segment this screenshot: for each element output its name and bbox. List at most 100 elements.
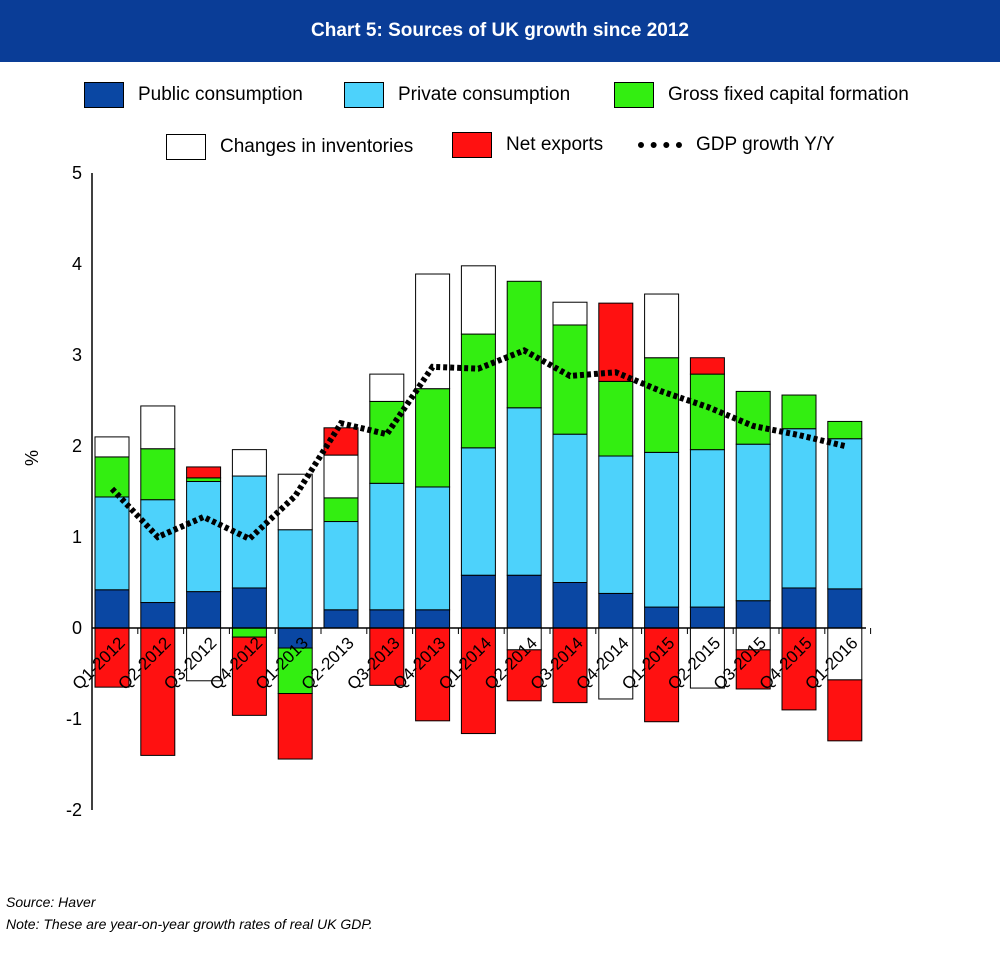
y-tick-label: 3 bbox=[72, 345, 82, 365]
bar-segment-changes-in-inventories-q1-2012 bbox=[94, 436, 130, 458]
source-note: Source: Haver bbox=[6, 894, 96, 910]
bar-segment-net-exports-q4-2015 bbox=[781, 627, 817, 711]
y-tick-label: 2 bbox=[72, 436, 82, 456]
bar-segment-gross-fixed-capital-formation-q3-2015 bbox=[735, 390, 771, 445]
bar-segment-private-consumption-q4-2012 bbox=[231, 475, 267, 589]
bar-segment-gross-fixed-capital-formation-q2-2015 bbox=[689, 373, 725, 451]
bar-segment-net-exports-q3-2015 bbox=[735, 649, 771, 690]
chart-title: Chart 5: Sources of UK growth since 2012 bbox=[0, 0, 1000, 62]
bar-segment-private-consumption-q1-2012 bbox=[94, 496, 130, 591]
bar-segment-public-consumption-q1-2016 bbox=[827, 588, 863, 629]
y-axis-label: % bbox=[22, 450, 42, 466]
bar-segment-net-exports-q2-2015 bbox=[689, 357, 725, 375]
bar-segment-gross-fixed-capital-formation-q2-2014 bbox=[506, 280, 542, 409]
bar-segment-private-consumption-q3-2012 bbox=[186, 480, 222, 593]
bar-segment-public-consumption-q3-2015 bbox=[735, 600, 771, 629]
legend-label-changes-in-inventories: Changes in inventories bbox=[220, 136, 414, 157]
bar-segment-private-consumption-q4-2013 bbox=[415, 486, 451, 611]
bar-segment-net-exports-q3-2013 bbox=[369, 627, 405, 686]
bar-segment-changes-in-inventories-q2-2013 bbox=[323, 454, 359, 499]
bar-segment-public-consumption-q3-2012 bbox=[186, 591, 222, 629]
legend-swatch-gross-fixed-capital bbox=[614, 82, 654, 108]
legend-label-gross-fixed-capital: Gross fixed capital formation bbox=[668, 84, 909, 105]
bar-segment-changes-in-inventories-q4-2012 bbox=[231, 449, 267, 477]
bar-segment-private-consumption-q3-2014 bbox=[552, 433, 588, 584]
bar-segment-private-consumption-q2-2014 bbox=[506, 407, 542, 576]
bar-segment-private-consumption-q2-2013 bbox=[323, 521, 359, 611]
legend-label-net-exports: Net exports bbox=[506, 134, 604, 155]
chart-title-text: Chart 5: Sources of UK growth since 2012 bbox=[311, 20, 689, 41]
legend-label-private-consumption: Private consumption bbox=[398, 84, 571, 105]
bar-segment-public-consumption-q4-2014 bbox=[598, 592, 634, 629]
bar-segment-gross-fixed-capital-formation-q4-2014 bbox=[598, 380, 634, 457]
bar-segment-changes-in-inventories-q2-2015 bbox=[689, 627, 725, 689]
bar-segment-changes-in-inventories-q3-2013 bbox=[369, 373, 405, 402]
gdp-growth-line bbox=[109, 347, 846, 543]
bar-segment-private-consumption-q1-2013 bbox=[277, 529, 313, 629]
bar-segment-public-consumption-q4-2012 bbox=[231, 587, 267, 629]
legend-swatch-public-consumption bbox=[84, 82, 124, 108]
legend-item-public-consumption: Public consumption bbox=[84, 82, 303, 108]
chart-plot: 543210-1-2%Q1-2012Q2-2012Q3-2012Q4-2012Q… bbox=[22, 163, 872, 820]
legend-label-gdp-growth: GDP growth Y/Y bbox=[696, 134, 835, 155]
y-tick-label: 5 bbox=[72, 163, 82, 183]
bar-segment-private-consumption-q4-2015 bbox=[781, 428, 817, 589]
bar-segment-net-exports-q1-2016 bbox=[827, 679, 863, 742]
y-tick-label: -1 bbox=[66, 709, 82, 729]
bar-segment-changes-in-inventories-q1-2015 bbox=[644, 293, 680, 359]
y-tick-label: 0 bbox=[72, 618, 82, 638]
bar-segment-gross-fixed-capital-formation-q1-2014 bbox=[460, 333, 496, 449]
bar-segment-net-exports-q1-2015 bbox=[644, 627, 680, 723]
bar-segment-private-consumption-q3-2015 bbox=[735, 443, 771, 602]
bar-segment-private-consumption-q1-2014 bbox=[460, 447, 496, 576]
bar-segment-net-exports-q3-2014 bbox=[552, 627, 588, 704]
legend-label-public-consumption: Public consumption bbox=[138, 84, 303, 105]
bar-segment-gross-fixed-capital-formation-q1-2013 bbox=[277, 647, 313, 695]
bar-segment-net-exports-q3-2012 bbox=[186, 466, 222, 479]
bar-segment-public-consumption-q2-2014 bbox=[506, 574, 542, 629]
legend-item-private-consumption: Private consumption bbox=[344, 82, 570, 108]
bar-segment-changes-in-inventories-q4-2013 bbox=[415, 273, 451, 390]
bar-segment-public-consumption-q2-2012 bbox=[140, 602, 176, 629]
bar-segment-net-exports-q4-2012 bbox=[231, 636, 267, 716]
bar-segment-public-consumption-q3-2014 bbox=[552, 582, 588, 629]
bar-segment-gross-fixed-capital-formation-q4-2013 bbox=[415, 388, 451, 488]
footnote: Note: These are year-on-year growth rate… bbox=[6, 916, 373, 932]
legend-swatch-changes-in-inventories bbox=[166, 134, 206, 160]
bar-segment-private-consumption-q3-2013 bbox=[369, 482, 405, 611]
legend-item-gross-fixed-capital: Gross fixed capital formation bbox=[614, 82, 909, 108]
bar-segment-public-consumption-q2-2013 bbox=[323, 609, 359, 629]
bar-segment-private-consumption-q4-2014 bbox=[598, 455, 634, 594]
bar-segment-net-exports-q1-2014 bbox=[460, 627, 496, 735]
bar-segment-private-consumption-q2-2015 bbox=[689, 449, 725, 608]
bar-segment-net-exports-q4-2013 bbox=[415, 627, 451, 722]
bar-segment-public-consumption-q3-2013 bbox=[369, 609, 405, 629]
bar-segment-net-exports-q2-2014 bbox=[506, 649, 542, 702]
bar-segment-private-consumption-q1-2016 bbox=[827, 438, 863, 590]
bar-segment-gross-fixed-capital-formation-q1-2016 bbox=[827, 420, 863, 440]
bar-segment-private-consumption-q1-2015 bbox=[644, 451, 680, 608]
bar-segment-net-exports-q1-2012 bbox=[94, 627, 130, 688]
bar-segment-gross-fixed-capital-formation-q4-2015 bbox=[781, 394, 817, 430]
bar-segment-public-consumption-q4-2013 bbox=[415, 609, 451, 629]
bar-segment-net-exports-q2-2013 bbox=[323, 427, 359, 456]
bar-segment-net-exports-q1-2013 bbox=[277, 693, 313, 760]
bar-segment-changes-in-inventories-q4-2014 bbox=[598, 627, 634, 700]
bar-segment-changes-in-inventories-q3-2014 bbox=[552, 301, 588, 326]
legend-line-gdp-growth bbox=[638, 142, 682, 148]
bar-segment-changes-in-inventories-q1-2014 bbox=[460, 265, 496, 335]
bar-segment-private-consumption-q2-2012 bbox=[140, 499, 176, 604]
legend-item-gdp-growth: GDP growth Y/Y bbox=[638, 134, 835, 156]
legend: Public consumption Private consumption G… bbox=[0, 70, 1000, 170]
y-tick-label: 1 bbox=[72, 527, 82, 547]
bar-segment-public-consumption-q1-2012 bbox=[94, 589, 130, 629]
bar-segment-public-consumption-q4-2015 bbox=[781, 587, 817, 629]
bar-segment-gross-fixed-capital-formation-q3-2014 bbox=[552, 324, 588, 435]
bar-segment-public-consumption-q1-2015 bbox=[644, 606, 680, 629]
bar-segment-gross-fixed-capital-formation-q1-2015 bbox=[644, 357, 680, 453]
bar-segment-changes-in-inventories-q2-2012 bbox=[140, 405, 176, 450]
y-tick-label: -2 bbox=[66, 800, 82, 820]
y-tick-label: 4 bbox=[72, 254, 82, 274]
bar-segment-gross-fixed-capital-formation-q3-2012 bbox=[186, 477, 222, 482]
bar-segment-net-exports-q4-2014 bbox=[598, 302, 634, 382]
